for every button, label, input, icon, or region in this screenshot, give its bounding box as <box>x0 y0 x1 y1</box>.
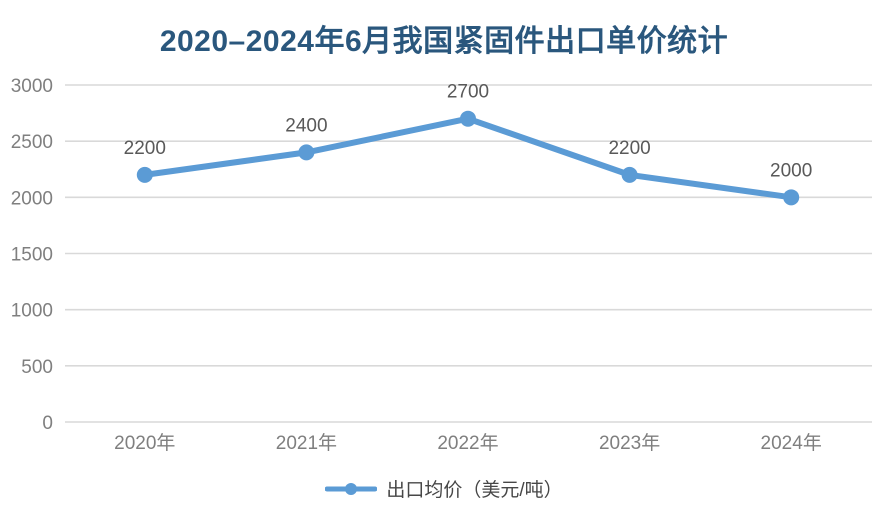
data-point-marker <box>460 110 476 127</box>
x-axis-tick-label: 2022年 <box>437 432 498 454</box>
legend-series-label: 出口均价（美元/吨） <box>386 480 563 501</box>
x-axis-tick-label: 2021年 <box>276 432 337 454</box>
legend-line-marker-icon <box>325 482 378 495</box>
data-point-label: 2700 <box>447 82 489 103</box>
data-point-marker <box>783 189 800 206</box>
chart-title: 2020–2024年6月我国紧固件出口单价统计 <box>159 25 729 58</box>
y-axis-tick-label: 1000 <box>11 301 53 322</box>
chart-plot-area: 0 500 1000 1500 2000 2500 3000 2020年 2021年 2022年 2… <box>11 76 872 454</box>
x-axis-tick-label: 2024年 <box>761 432 822 454</box>
data-point-label: 2400 <box>285 115 327 136</box>
x-axis-tick-label: 2020年 <box>114 432 175 454</box>
data-point-marker <box>298 144 315 161</box>
y-axis-tick-label: 0 <box>42 413 53 434</box>
y-axis-tick-label: 2000 <box>11 188 53 209</box>
y-axis-tick-label: 1500 <box>11 245 53 266</box>
data-point-marker <box>621 166 638 183</box>
data-point-label: 2000 <box>770 160 812 181</box>
series-line <box>141 115 795 201</box>
data-point-marker <box>136 166 153 183</box>
legend: 出口均价（美元/吨） <box>0 475 888 502</box>
y-axis-tick-label: 2500 <box>11 132 53 153</box>
x-axis-tick-label: 2023年 <box>599 432 660 454</box>
y-axis-tick-label: 3000 <box>11 76 53 97</box>
y-axis-tick-label: 500 <box>21 357 53 378</box>
data-point-label: 2200 <box>608 138 650 159</box>
data-point-label: 2200 <box>124 138 166 159</box>
